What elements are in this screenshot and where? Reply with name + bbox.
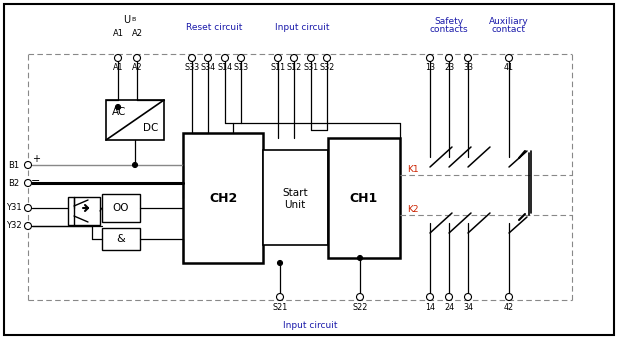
Text: S22: S22 [352,302,368,312]
Bar [106,100,164,140]
Text: S31: S31 [303,63,318,73]
Bar [102,228,140,250]
Text: 13: 13 [425,63,435,73]
Bar [68,197,100,225]
Circle shape [308,55,315,61]
Circle shape [221,55,229,61]
Text: CH2: CH2 [209,192,237,204]
Text: Safety: Safety [434,18,464,26]
Text: K1: K1 [407,164,418,174]
Text: S32: S32 [320,63,334,73]
Text: S13: S13 [234,63,248,73]
Text: contacts: contacts [430,25,468,35]
Text: CH1: CH1 [350,192,378,204]
Circle shape [506,294,512,300]
Text: S12: S12 [286,63,302,73]
Text: S14: S14 [218,63,232,73]
Text: U: U [124,15,130,25]
Circle shape [426,55,433,61]
Bar [102,194,140,222]
Circle shape [133,55,140,61]
Text: S33: S33 [184,63,200,73]
Text: S21: S21 [273,302,287,312]
Text: OO: OO [112,203,129,213]
Circle shape [465,294,472,300]
Circle shape [506,55,512,61]
Circle shape [277,260,282,265]
Text: 24: 24 [444,302,454,312]
Circle shape [25,222,32,230]
Text: S34: S34 [200,63,216,73]
Circle shape [274,55,282,61]
Circle shape [205,55,211,61]
Bar [328,138,400,258]
Text: S11: S11 [271,63,286,73]
Circle shape [465,55,472,61]
Circle shape [237,55,245,61]
Circle shape [114,55,122,61]
Text: B: B [132,17,136,22]
Circle shape [25,161,32,168]
Text: K2: K2 [407,204,418,214]
Circle shape [25,179,32,186]
Circle shape [426,294,433,300]
Circle shape [357,294,363,300]
Text: B1: B1 [9,160,20,170]
Circle shape [132,162,137,167]
Text: Auxiliary: Auxiliary [489,18,529,26]
Text: A2: A2 [132,28,143,38]
Text: −: − [32,176,41,186]
Text: Y32: Y32 [6,221,22,231]
Text: 41: 41 [504,63,514,73]
Text: 23: 23 [444,63,454,73]
Circle shape [116,104,121,109]
Text: 33: 33 [463,63,473,73]
Circle shape [290,55,297,61]
Circle shape [188,55,195,61]
Circle shape [446,55,452,61]
Text: B2: B2 [9,179,20,187]
Text: 14: 14 [425,302,435,312]
Text: Start: Start [282,188,308,198]
Circle shape [357,256,363,260]
Text: A1: A1 [112,28,124,38]
Text: A2: A2 [132,63,142,73]
Circle shape [323,55,331,61]
Text: +: + [32,154,40,164]
Circle shape [276,294,284,300]
Text: Unit: Unit [284,200,306,210]
Circle shape [446,294,452,300]
Text: 34: 34 [463,302,473,312]
Text: Input circuit: Input circuit [275,23,329,33]
Text: contact: contact [492,25,526,35]
Text: &: & [117,234,125,244]
Text: Reset circuit: Reset circuit [186,23,242,33]
Bar [183,133,263,263]
Text: AC: AC [112,107,126,117]
Bar [263,150,328,245]
Text: A1: A1 [112,63,123,73]
Text: 42: 42 [504,302,514,312]
Text: Input circuit: Input circuit [283,321,337,331]
Circle shape [25,204,32,212]
Text: DC: DC [143,123,159,133]
Text: Y31: Y31 [6,203,22,213]
